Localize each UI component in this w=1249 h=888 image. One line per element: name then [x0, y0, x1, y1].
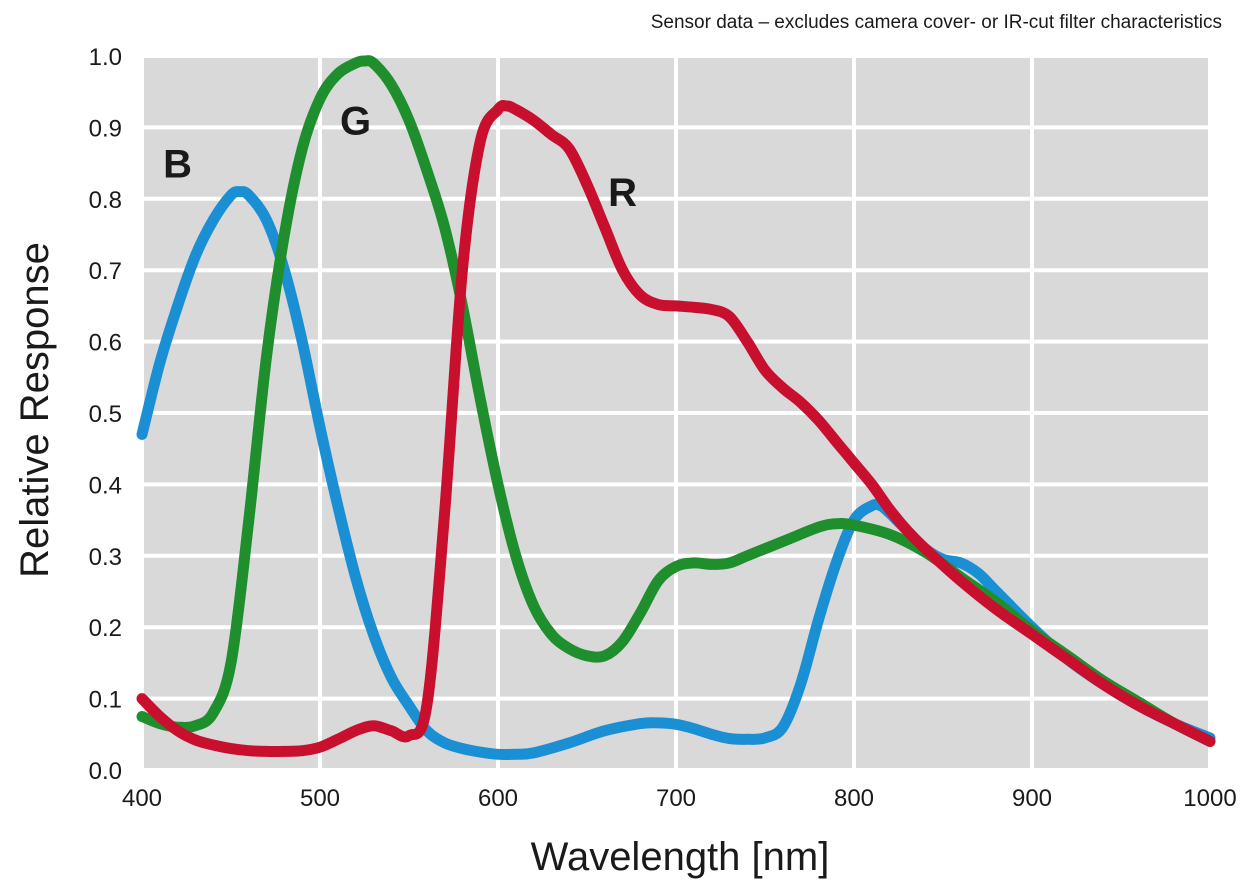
- series-line-r: [136, 100, 1216, 758]
- y-tick-label: 0.6: [89, 330, 122, 357]
- x-tick-label: 1000: [1183, 785, 1236, 812]
- chart-subtitle: Sensor data – excludes camera cover- or …: [651, 12, 1222, 33]
- x-tick-label: 600: [478, 785, 518, 812]
- y-tick-label: 0.2: [89, 615, 122, 642]
- series-label-r: R: [608, 171, 637, 215]
- y-tick-label: 0.1: [89, 687, 122, 714]
- x-tick-label: 900: [1012, 785, 1052, 812]
- y-tick-label: 0.8: [89, 187, 122, 214]
- x-tick-label: 500: [300, 785, 340, 812]
- y-tick-labels: 0.0 0.1 0.2 0.3 0.4 0.5 0.6 0.7 0.8 0.9 1.0: [89, 44, 122, 785]
- y-tick-label: 0.4: [89, 472, 122, 499]
- y-tick-label: 0.7: [89, 258, 122, 285]
- y-tick-label: 0.9: [89, 115, 122, 142]
- x-axis-title: Wavelength [nm]: [531, 835, 830, 879]
- series-label-b: B: [163, 142, 192, 186]
- gridlines: [140, 54, 1212, 772]
- x-tick-label: 700: [656, 785, 696, 812]
- series-label-g: G: [340, 100, 371, 144]
- x-tick-label: 400: [122, 785, 162, 812]
- x-tick-labels: 400 500 600 700 800 900 1000: [122, 785, 1237, 812]
- series-lines: [136, 55, 1216, 760]
- y-tick-label: 0.3: [89, 544, 122, 571]
- series-line-g: [136, 55, 1216, 747]
- y-tick-label: 1.0: [89, 44, 122, 71]
- series-labels: B G R: [163, 100, 637, 215]
- x-tick-label: 800: [834, 785, 874, 812]
- y-tick-label: 0.0: [89, 758, 122, 785]
- y-axis-title: Relative Response: [13, 242, 57, 578]
- y-tick-label: 0.5: [89, 401, 122, 428]
